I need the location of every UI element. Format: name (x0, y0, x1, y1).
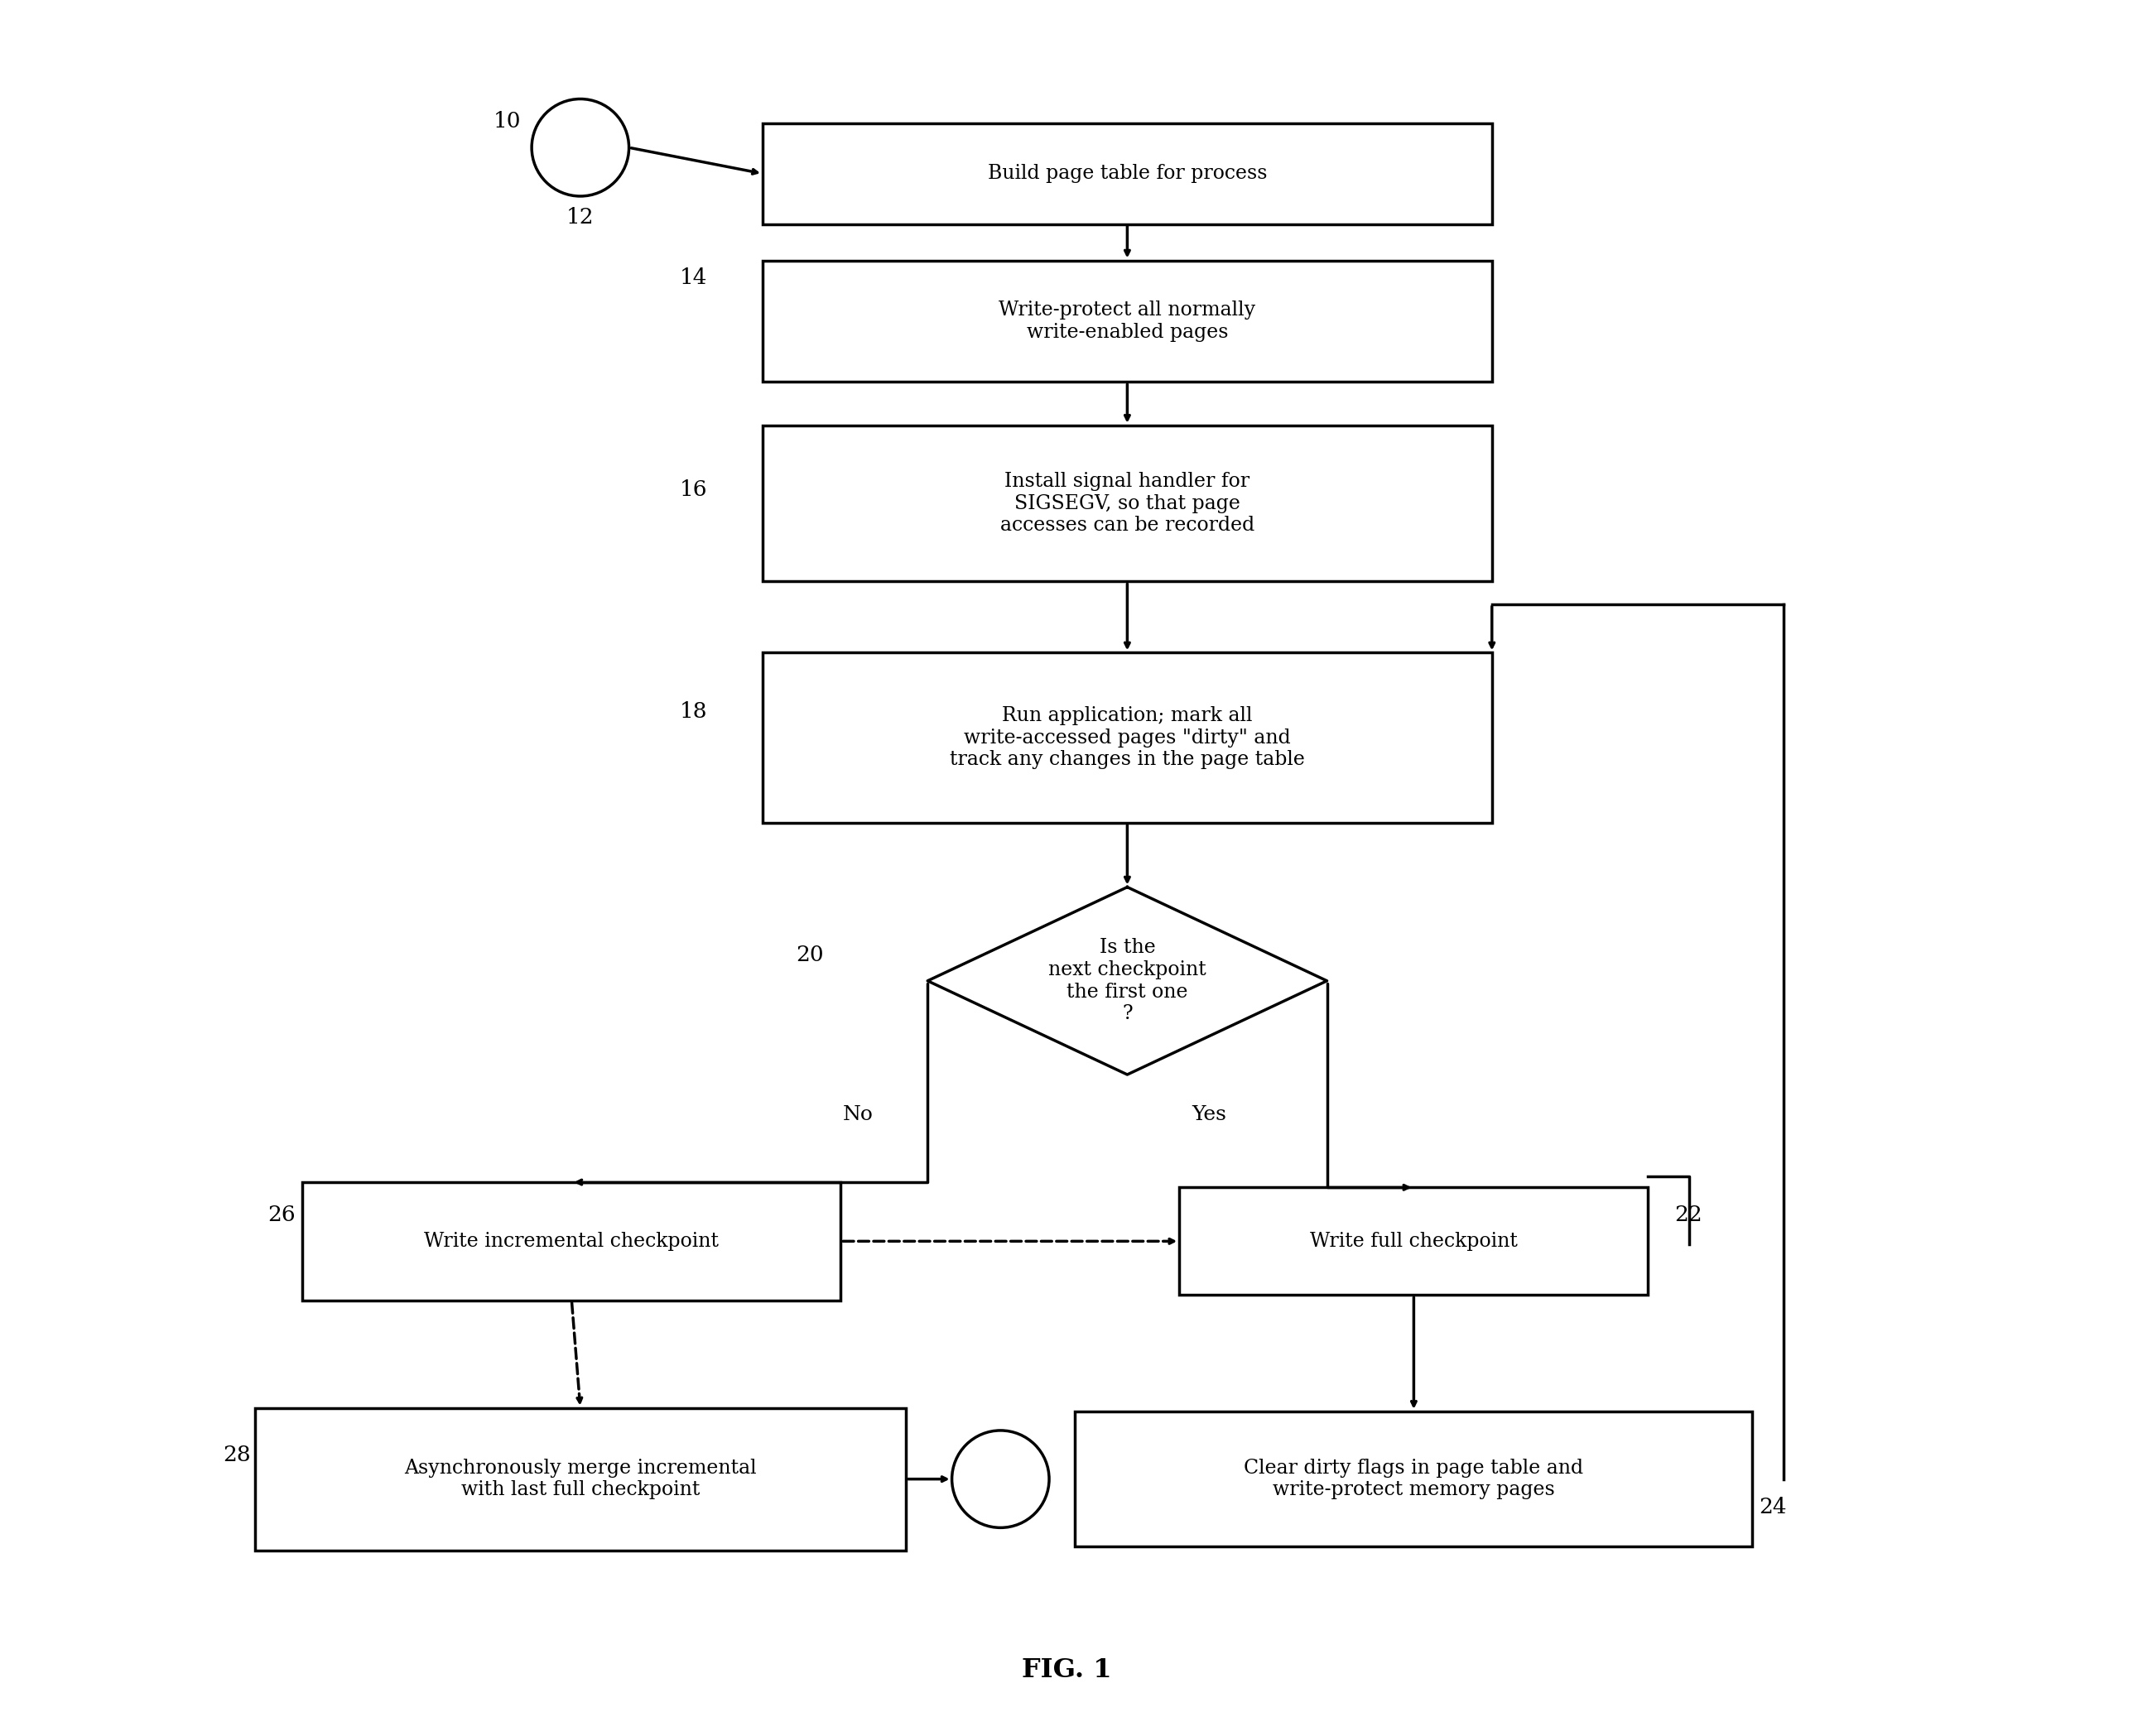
Text: 22: 22 (1674, 1205, 1702, 1226)
Text: 10: 10 (493, 111, 520, 132)
Text: Build page table for process: Build page table for process (988, 165, 1267, 182)
Text: 16: 16 (678, 479, 706, 500)
Text: 18: 18 (678, 701, 706, 722)
FancyBboxPatch shape (764, 653, 1491, 823)
Text: 14: 14 (678, 267, 706, 288)
Text: Write full checkpoint: Write full checkpoint (1310, 1233, 1519, 1250)
Text: Install signal handler for
SIGSEGV, so that page
accesses can be recorded: Install signal handler for SIGSEGV, so t… (1000, 472, 1254, 535)
Text: Asynchronously merge incremental
with last full checkpoint: Asynchronously merge incremental with la… (403, 1458, 757, 1500)
Text: Is the
next checkpoint
the first one
?: Is the next checkpoint the first one ? (1047, 937, 1207, 1024)
FancyBboxPatch shape (254, 1408, 907, 1550)
FancyBboxPatch shape (1180, 1187, 1649, 1295)
Text: Run application; mark all
write-accessed pages "dirty" and
track any changes in : Run application; mark all write-accessed… (949, 707, 1305, 769)
Polygon shape (928, 887, 1327, 1075)
FancyBboxPatch shape (764, 425, 1491, 582)
FancyBboxPatch shape (764, 123, 1491, 224)
Text: FIG. 1: FIG. 1 (1022, 1658, 1111, 1682)
FancyBboxPatch shape (1075, 1411, 1753, 1547)
Text: 24: 24 (1760, 1496, 1787, 1517)
FancyBboxPatch shape (764, 260, 1491, 382)
Text: Write incremental checkpoint: Write incremental checkpoint (424, 1233, 719, 1250)
Text: 20: 20 (796, 944, 823, 965)
Circle shape (531, 99, 629, 196)
Text: No: No (843, 1106, 872, 1123)
Circle shape (951, 1430, 1049, 1528)
FancyBboxPatch shape (303, 1182, 840, 1300)
Text: 26: 26 (269, 1205, 296, 1226)
Text: Yes: Yes (1192, 1106, 1226, 1123)
Text: Write-protect all normally
write-enabled pages: Write-protect all normally write-enabled… (998, 300, 1256, 342)
Text: Clear dirty flags in page table and
write-protect memory pages: Clear dirty flags in page table and writ… (1244, 1458, 1583, 1500)
Text: 28: 28 (222, 1444, 250, 1465)
Text: 12: 12 (567, 207, 595, 227)
